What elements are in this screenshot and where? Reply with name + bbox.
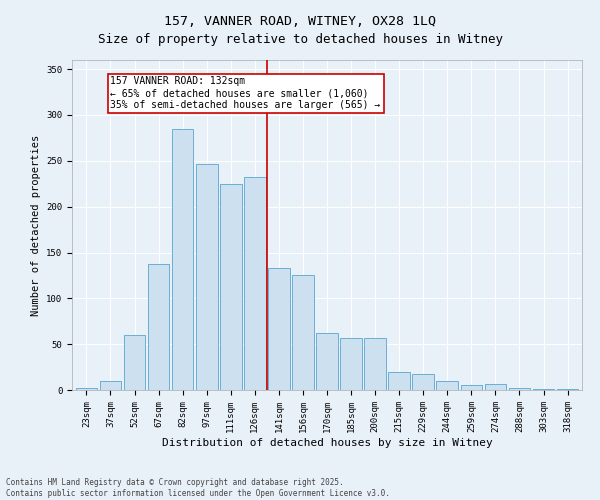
Bar <box>148 264 169 390</box>
Bar <box>196 164 218 390</box>
Bar <box>76 388 97 390</box>
Bar <box>292 274 314 390</box>
Text: Size of property relative to detached houses in Witney: Size of property relative to detached ho… <box>97 32 503 46</box>
Bar <box>485 384 506 390</box>
Bar <box>436 381 458 390</box>
Bar <box>100 381 121 390</box>
Text: 157 VANNER ROAD: 132sqm
← 65% of detached houses are smaller (1,060)
35% of semi: 157 VANNER ROAD: 132sqm ← 65% of detache… <box>110 76 381 110</box>
Bar <box>316 333 338 390</box>
Bar <box>124 335 145 390</box>
Bar <box>509 388 530 390</box>
Bar <box>557 389 578 390</box>
Text: Contains HM Land Registry data © Crown copyright and database right 2025.
Contai: Contains HM Land Registry data © Crown c… <box>6 478 390 498</box>
Bar <box>340 338 362 390</box>
Bar <box>364 338 386 390</box>
Bar <box>533 389 554 390</box>
X-axis label: Distribution of detached houses by size in Witney: Distribution of detached houses by size … <box>161 438 493 448</box>
Bar <box>244 178 266 390</box>
Bar <box>172 128 193 390</box>
Bar <box>412 374 434 390</box>
Bar <box>388 372 410 390</box>
Bar <box>461 386 482 390</box>
Bar <box>268 268 290 390</box>
Text: 157, VANNER ROAD, WITNEY, OX28 1LQ: 157, VANNER ROAD, WITNEY, OX28 1LQ <box>164 15 436 28</box>
Y-axis label: Number of detached properties: Number of detached properties <box>31 134 41 316</box>
Bar <box>220 184 242 390</box>
